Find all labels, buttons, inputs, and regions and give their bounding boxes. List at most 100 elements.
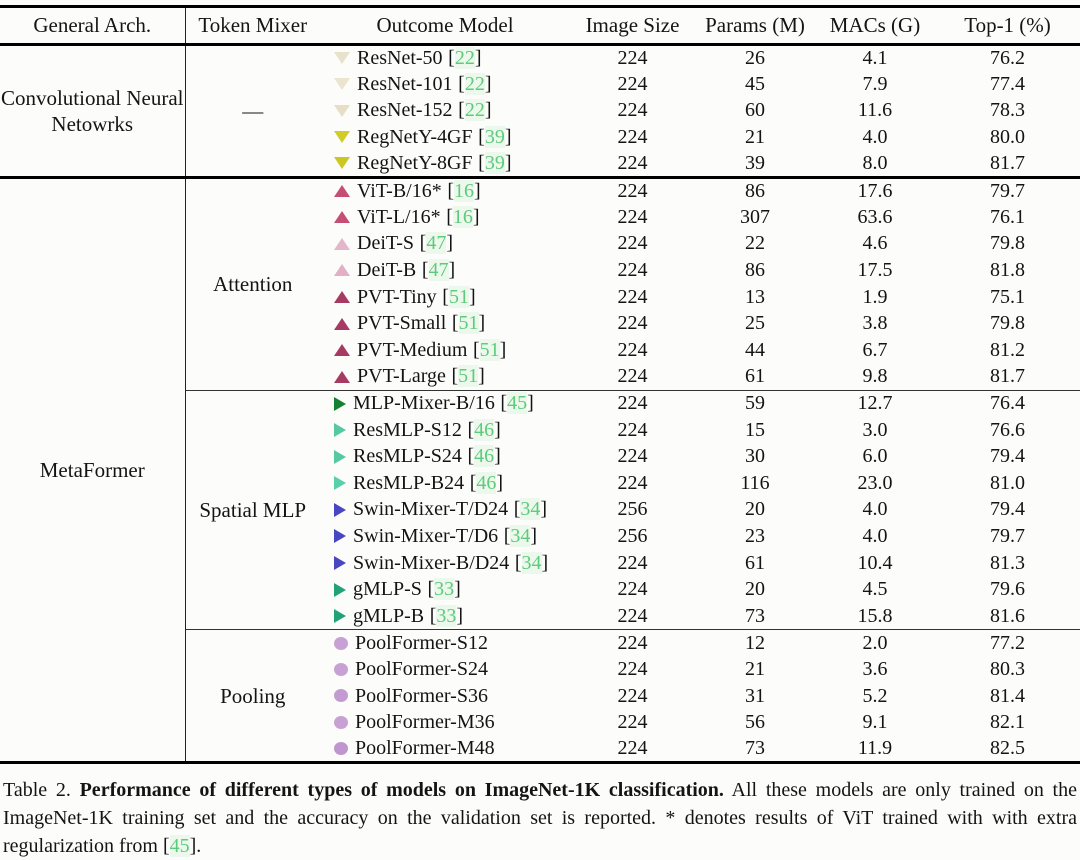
citation-link[interactable]: [47]: [419, 232, 453, 255]
citation-number: 45: [169, 835, 190, 858]
params-cell: 61: [745, 551, 765, 574]
citation-link[interactable]: [22]: [448, 47, 481, 70]
citation-link[interactable]: [33]: [427, 578, 461, 601]
citation-link[interactable]: [46]: [469, 471, 503, 494]
model-cell: MLP-Mixer-B/16 [45]: [320, 389, 570, 417]
macs-cell: 8.0: [862, 151, 888, 174]
triangle-up-marker-icon: [334, 211, 350, 224]
citation-link[interactable]: [51]: [442, 285, 476, 308]
citation-link[interactable]: [16]: [447, 180, 481, 203]
top1-cell: 76.4: [935, 389, 1080, 417]
column-header-2: Outcome Model: [320, 6, 570, 46]
top1-cell: 77.2: [935, 629, 1080, 657]
citation-link[interactable]: [45]: [500, 392, 534, 415]
model-cell: ViT-L/16* [16]: [320, 204, 570, 231]
triangle-right-marker-icon: [334, 582, 346, 597]
citation-bracket-open: [: [469, 471, 477, 494]
citation-link[interactable]: [46]: [468, 445, 501, 468]
params-cell: 59: [695, 389, 815, 417]
table-row: gMLP-S [33] 224 20 4.5 79.6: [0, 576, 1080, 603]
model-cell: PoolFormer-S36: [320, 683, 570, 710]
top1-cell: 75.1: [990, 285, 1025, 308]
params-cell: 31: [745, 684, 765, 707]
citation-link[interactable]: [33]: [430, 604, 463, 627]
model-name: Swin-Mixer-B/D24: [353, 551, 510, 574]
model-name: ResNet-152: [357, 99, 453, 122]
triangle-up-marker-icon: [334, 237, 350, 250]
params-cell: 21: [745, 657, 765, 680]
citation-link[interactable]: [16]: [446, 205, 480, 228]
triangle-up-marker-icon: [334, 317, 350, 330]
citation-bracket-open: [: [467, 418, 475, 441]
circle-marker-icon: [334, 716, 348, 730]
column-header-0: General Arch.: [0, 6, 186, 46]
image-size-cell: 224: [617, 259, 648, 282]
citation-link[interactable]: [46]: [467, 418, 501, 441]
model-cell: DeiT-S [47]: [320, 231, 570, 258]
top1-cell: 79.4: [990, 445, 1025, 468]
citation-bracket-close: ]: [494, 418, 501, 441]
model-cell: PVT-Small [51]: [320, 310, 570, 337]
citation-link[interactable]: [47]: [422, 259, 455, 282]
citation-link[interactable]: [34]: [514, 498, 547, 521]
model-cell: ResMLP-S12 [46]: [320, 417, 570, 444]
top1-cell: 79.7: [935, 175, 1080, 205]
model-cell: Swin-Mixer-B/D24 [34]: [320, 550, 570, 577]
citation-link[interactable]: [34]: [515, 551, 548, 574]
triangle-up-marker-icon: [334, 185, 350, 198]
citation-link[interactable]: [34]: [504, 524, 537, 547]
macs-cell: 4.0: [862, 524, 888, 547]
triangle-up-marker-icon: [334, 370, 350, 383]
column-header-5: MACs (G): [815, 6, 935, 46]
triangle-up-marker-icon: [334, 344, 350, 357]
column-header-1: Token Mixer: [185, 6, 320, 46]
macs-cell: 3.6: [862, 657, 888, 680]
citation-number: 33: [434, 578, 455, 601]
citation-link[interactable]: [39]: [478, 126, 511, 149]
citation-bracket-close: ]: [474, 180, 481, 203]
macs-cell: 17.6: [815, 175, 935, 205]
citation-link[interactable]: [22]: [458, 72, 491, 95]
params-cell: 86: [745, 259, 765, 282]
model-name: PoolFormer-S36: [355, 684, 488, 707]
top1-cell: 76.2: [990, 47, 1025, 70]
macs-cell: 6.7: [862, 338, 888, 361]
citation-link[interactable]: [39]: [478, 151, 511, 174]
model-name: MLP-Mixer-B/16: [353, 392, 495, 415]
column-header-3: Image Size: [570, 6, 695, 46]
params-cell: 61: [745, 365, 765, 388]
model-cell: PoolFormer-S24: [320, 656, 570, 683]
model-cell: DeiT-B [47]: [320, 257, 570, 284]
model-name: gMLP-S: [353, 578, 422, 601]
citation-link[interactable]: [22]: [458, 99, 491, 122]
citation-bracket-open: [: [427, 578, 435, 601]
caption-citation-link[interactable]: [45].: [163, 835, 201, 858]
citation-link[interactable]: [51]: [473, 338, 507, 361]
table-row: gMLP-B [33] 224 73 15.8 81.6: [0, 603, 1080, 630]
triangle-right-marker-icon: [334, 396, 346, 411]
macs-cell: 7.9: [862, 72, 888, 95]
citation-link[interactable]: [51]: [452, 312, 485, 335]
citation-bracket-close: ]: [499, 338, 507, 361]
citation-bracket-open: [: [419, 232, 427, 255]
params-cell: 25: [745, 312, 765, 335]
model-name: ResNet-50: [357, 47, 443, 70]
citation-number: 46: [474, 445, 495, 468]
citation-number: 39: [484, 126, 505, 149]
macs-cell: 11.9: [857, 736, 893, 759]
params-cell: 13: [745, 285, 765, 308]
triangle-up-marker-icon: [334, 264, 350, 277]
model-name: RegNetY-4GF: [357, 126, 473, 149]
image-size-cell: 256: [617, 498, 648, 521]
citation-bracket-open: [: [478, 126, 485, 149]
image-size-cell: 224: [617, 711, 648, 734]
citation-number: 22: [464, 72, 485, 95]
token-mixer-cell: Attention: [185, 175, 320, 391]
citation-link[interactable]: [51]: [451, 365, 485, 388]
params-cell: 39: [745, 151, 765, 174]
model-cell: PVT-Tiny [51]: [320, 284, 570, 311]
model-cell: RegNetY-4GF [39]: [320, 124, 570, 151]
image-size-cell: 224: [617, 126, 648, 149]
table-body: Convolutional Neural Netowrks — ResNet-50[…: [0, 44, 1080, 763]
triangle-right-marker-icon: [334, 476, 346, 491]
